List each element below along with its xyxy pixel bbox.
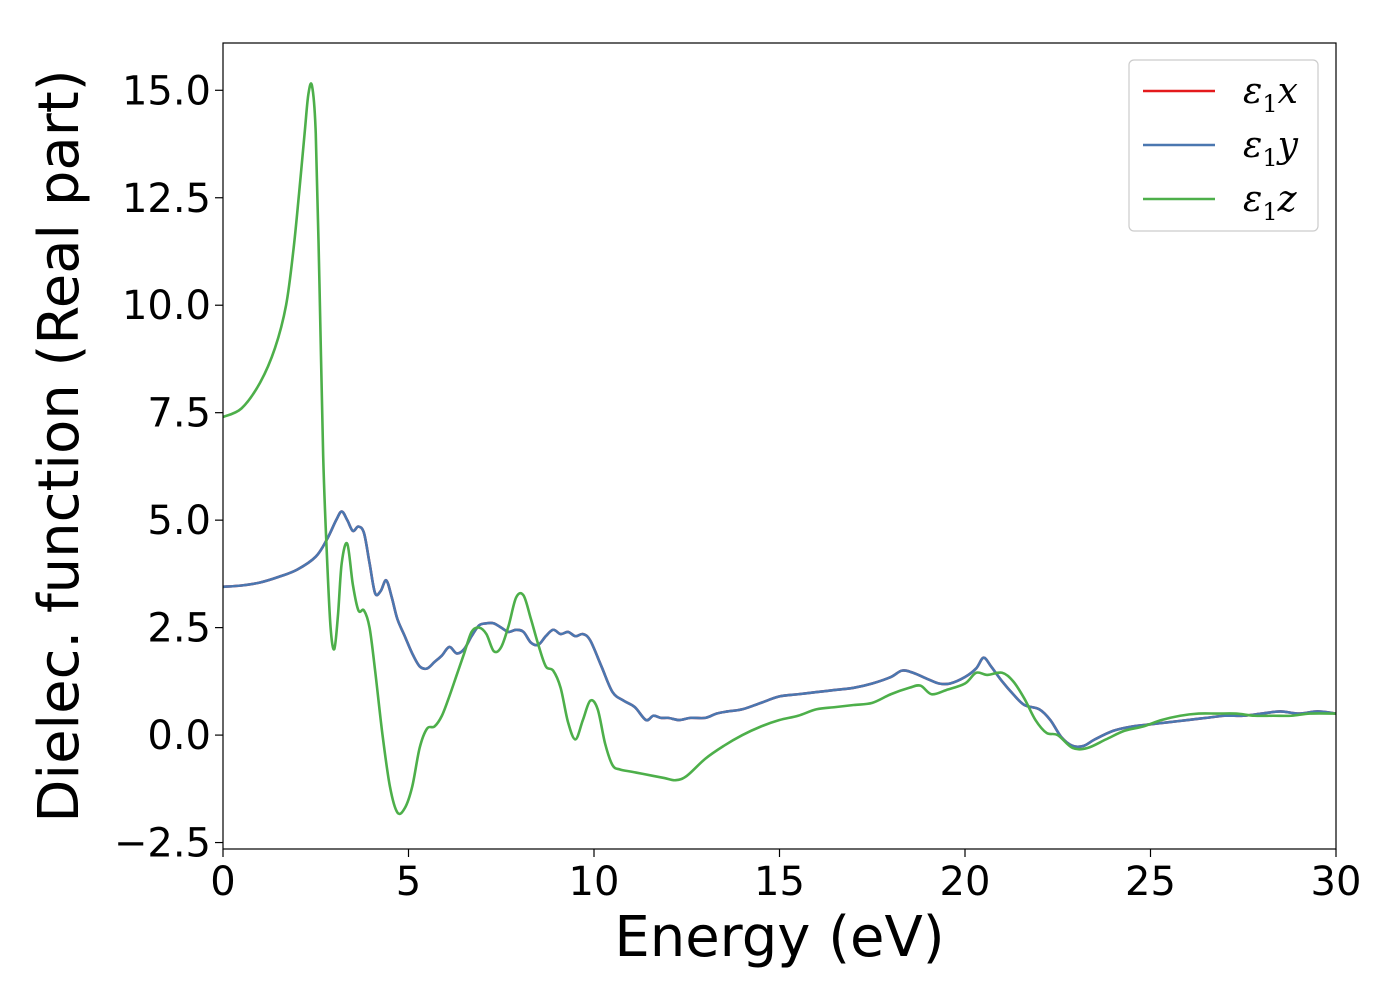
- y-tick-label: 15.0: [122, 68, 211, 114]
- y-tick-label: −2.5: [114, 821, 211, 867]
- x-tick-label: 5: [396, 859, 421, 905]
- series-line-z: [223, 82, 1336, 816]
- y-axis-label: Dielec. function (Real part): [27, 69, 92, 822]
- x-axis-label: Energy (eV): [614, 905, 944, 970]
- legend-axis: y: [1276, 125, 1299, 166]
- y-tick-label: 10.0: [122, 283, 211, 329]
- series-line-x: [223, 510, 1336, 749]
- legend-label-y: ε1y: [1243, 125, 1299, 172]
- x-tick-label: 10: [569, 859, 620, 905]
- legend-subscript: 1: [1262, 90, 1277, 118]
- legend-subscript: 1: [1262, 198, 1277, 226]
- y-tick-label: 12.5: [122, 176, 211, 222]
- x-axis: 0 5 10 15 20 25 30: [210, 849, 1361, 905]
- legend-axis: x: [1278, 71, 1298, 112]
- x-tick-label: 20: [940, 859, 991, 905]
- y-tick-label: 5.0: [147, 498, 211, 544]
- legend-symbol: ε: [1243, 179, 1262, 220]
- x-tick-label: 0: [210, 859, 235, 905]
- legend-label-x: ε1x: [1243, 71, 1298, 118]
- y-axis: −2.5 0.0 2.5 5.0 7.5 10.0 12.5 15.0: [114, 68, 223, 867]
- y-tick-label: 7.5: [147, 391, 211, 437]
- legend-box: [1128, 59, 1319, 232]
- legend-axis: z: [1277, 179, 1298, 220]
- y-tick-label: 2.5: [147, 606, 211, 652]
- legend-subscript: 1: [1262, 144, 1277, 172]
- y-tick-label: 0.0: [147, 713, 211, 759]
- x-tick-label: 30: [1311, 859, 1362, 905]
- x-tick-label: 25: [1125, 859, 1176, 905]
- series-layer: [223, 82, 1336, 816]
- legend-symbol: ε: [1243, 125, 1262, 166]
- legend-label-z: ε1z: [1243, 179, 1298, 226]
- legend-symbol: ε: [1243, 71, 1262, 112]
- series-line-y: [223, 510, 1336, 749]
- x-tick-label: 15: [754, 859, 805, 905]
